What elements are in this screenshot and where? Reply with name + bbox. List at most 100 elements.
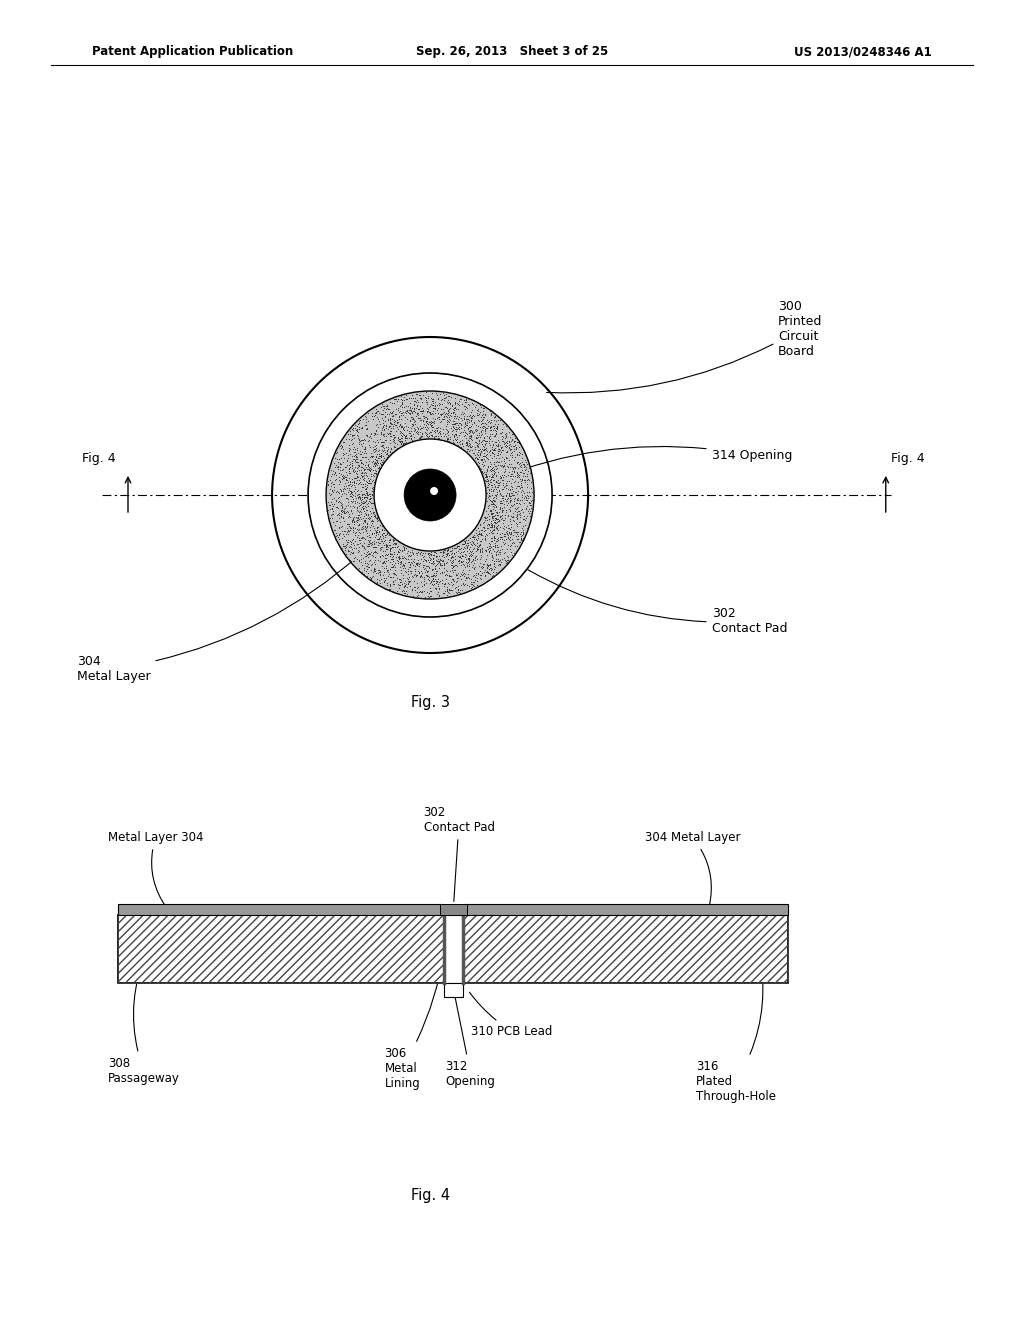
Point <box>483 459 500 480</box>
Point <box>344 450 360 471</box>
Point <box>438 407 455 428</box>
Point <box>396 553 413 574</box>
Point <box>438 544 455 565</box>
Point <box>506 436 522 457</box>
Point <box>503 466 519 487</box>
Point <box>365 469 381 490</box>
Point <box>469 539 485 560</box>
Point <box>403 401 420 422</box>
Point <box>473 442 489 463</box>
Point <box>393 385 410 407</box>
Point <box>479 457 496 478</box>
Point <box>520 461 537 482</box>
Point <box>440 579 457 601</box>
Point <box>392 540 409 561</box>
Point <box>476 512 493 533</box>
Point <box>457 565 473 586</box>
Point <box>383 537 399 558</box>
Point <box>427 558 443 579</box>
Point <box>403 409 420 430</box>
Point <box>371 444 387 465</box>
Point <box>373 525 389 546</box>
Point <box>361 536 378 557</box>
Point <box>503 436 519 457</box>
Point <box>492 506 508 527</box>
Point <box>361 549 378 570</box>
Point <box>458 535 474 556</box>
Point <box>462 437 478 458</box>
Point <box>333 516 349 537</box>
Point <box>469 428 485 449</box>
Point <box>480 474 497 495</box>
Point <box>423 544 439 565</box>
Point <box>375 528 391 549</box>
Point <box>334 537 350 558</box>
Point <box>480 554 497 576</box>
Point <box>518 457 535 478</box>
Point <box>338 457 354 478</box>
Point <box>465 565 481 586</box>
Point <box>365 446 381 467</box>
Point <box>518 487 535 508</box>
Point <box>516 457 532 478</box>
Point <box>359 459 376 480</box>
Point <box>454 429 470 450</box>
Text: 316
Plated
Through-Hole: 316 Plated Through-Hole <box>696 952 776 1102</box>
Point <box>350 442 367 463</box>
Point <box>458 545 474 566</box>
Point <box>498 422 514 444</box>
Point <box>509 444 525 465</box>
Point <box>420 413 436 434</box>
Point <box>356 473 373 494</box>
Point <box>468 570 484 591</box>
Point <box>348 537 365 558</box>
Point <box>437 564 454 585</box>
Point <box>410 392 426 413</box>
Point <box>409 581 425 602</box>
Point <box>458 408 474 429</box>
Point <box>376 520 392 541</box>
Point <box>365 511 381 532</box>
Point <box>379 444 395 465</box>
Point <box>437 565 454 586</box>
Point <box>447 428 464 449</box>
Point <box>428 420 444 441</box>
Point <box>387 388 403 409</box>
Point <box>402 552 419 573</box>
Point <box>430 397 446 418</box>
Point <box>373 442 389 463</box>
Point <box>456 533 472 554</box>
Point <box>384 536 400 557</box>
Point <box>494 500 510 521</box>
Point <box>479 430 496 451</box>
Point <box>385 570 401 591</box>
Point <box>457 396 473 417</box>
Point <box>398 432 415 453</box>
Point <box>377 569 393 590</box>
Point <box>502 479 518 500</box>
Point <box>356 528 373 549</box>
Point <box>367 459 383 480</box>
Point <box>360 488 377 510</box>
Point <box>375 424 391 445</box>
Point <box>509 483 525 504</box>
Point <box>508 528 524 549</box>
Point <box>371 532 387 553</box>
Point <box>383 549 399 570</box>
Point <box>430 421 446 442</box>
Circle shape <box>374 440 486 550</box>
Point <box>426 569 442 590</box>
Point <box>506 461 522 482</box>
Point <box>458 396 474 417</box>
Point <box>413 561 429 582</box>
Point <box>509 451 525 473</box>
Point <box>424 395 440 416</box>
Point <box>486 504 503 525</box>
Point <box>400 566 417 587</box>
Point <box>427 564 443 585</box>
Point <box>520 487 537 508</box>
Point <box>470 536 486 557</box>
Point <box>463 429 479 450</box>
Point <box>372 413 388 434</box>
Point <box>456 403 472 424</box>
